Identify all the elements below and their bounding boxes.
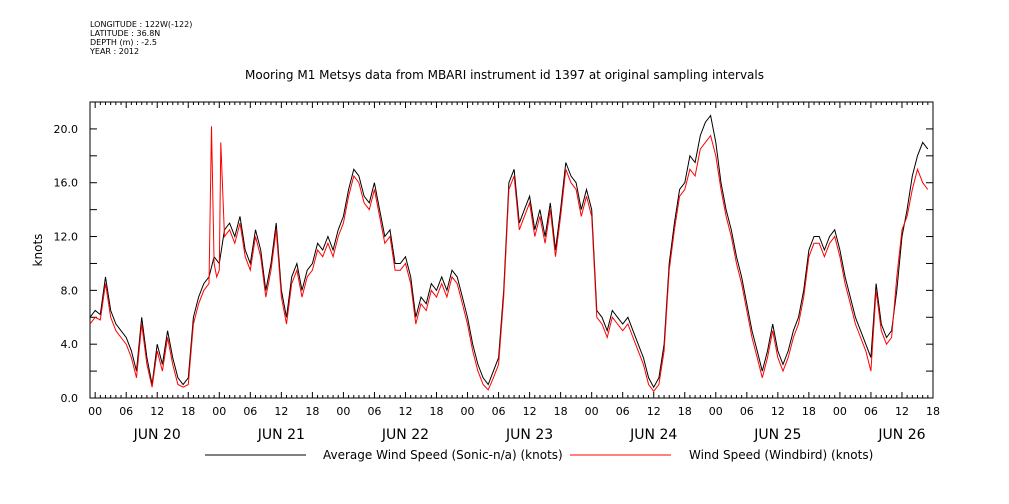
x-day-label: JUN 23 [505, 427, 553, 443]
x-tick-label: 18 [926, 405, 940, 418]
x-tick-label: 18 [430, 405, 444, 418]
year-label: YEAR : 2012 [90, 47, 140, 56]
series-line-average-wind-speed [89, 114, 929, 389]
x-tick-label: 18 [678, 405, 692, 418]
x-tick-label: 18 [305, 405, 319, 418]
y-tick-label: 12.0 [54, 231, 79, 244]
x-day-label: JUN 22 [381, 427, 429, 443]
longitude-label: LONGITUDE : 122W(-122) [90, 20, 193, 29]
plot-frame [89, 101, 934, 399]
x-tick-label: 06 [740, 405, 754, 418]
x-tick-label: 00 [585, 405, 599, 418]
x-tick-label: 12 [523, 405, 537, 418]
x-day-label: JUN 21 [257, 427, 305, 443]
y-tick-label: 4.0 [61, 338, 79, 351]
x-day-label: JUN 26 [877, 427, 925, 443]
legend-label-average: Average Wind Speed (Sonic-n/a) (knots) [323, 448, 563, 462]
x-tick-label: 18 [181, 405, 195, 418]
x-tick-label: 06 [864, 405, 878, 418]
legend: Average Wind Speed (Sonic-n/a) (knots) Wi… [205, 448, 873, 462]
x-tick-label: 12 [274, 405, 288, 418]
y-tick-label: 8.0 [61, 284, 79, 297]
x-tick-label: 18 [802, 405, 816, 418]
series-line-windbird-wind-speed [89, 126, 929, 393]
x-tick-label: 12 [150, 405, 164, 418]
x-day-label: JUN 24 [629, 427, 677, 443]
x-tick-label: 12 [895, 405, 909, 418]
x-tick-label: 12 [398, 405, 412, 418]
x-tick-label: 00 [461, 405, 475, 418]
x-tick-label: 06 [243, 405, 257, 418]
x-tick-label: 00 [336, 405, 350, 418]
x-tick-label: 00 [88, 405, 102, 418]
depth-label: DEPTH (m) : -2.5 [90, 38, 157, 47]
chart-title: Mooring M1 Metsys data from MBARI instru… [245, 68, 764, 82]
axes: 00 06 12 18 00 06 12 18 00 06 12 18 00 06 12 18 00 06 12 18… [31, 101, 940, 443]
y-axis-label: knots [31, 234, 45, 267]
series-layer [89, 114, 929, 393]
x-tick-label: 06 [119, 405, 133, 418]
y-tick-label: 20.0 [54, 123, 79, 136]
x-day-label: JUN 25 [753, 427, 801, 443]
x-tick-label: 06 [492, 405, 506, 418]
y-tick-label: 16.0 [54, 177, 79, 190]
x-tick-label: 06 [367, 405, 381, 418]
x-tick-label: 00 [212, 405, 226, 418]
x-tick-label: 00 [709, 405, 723, 418]
legend-label-windbird: Wind Speed (Windbird) (knots) [689, 448, 873, 462]
x-tick-label: 06 [616, 405, 630, 418]
latitude-label: LATITUDE : 36.8N [90, 29, 161, 38]
metadata-block: LONGITUDE : 122W(-122) LATITUDE : 36.8N … [90, 20, 192, 56]
x-tick-label: 00 [833, 405, 847, 418]
x-tick-label: 12 [771, 405, 785, 418]
x-day-label: JUN 20 [133, 427, 181, 443]
x-tick-label: 18 [554, 405, 568, 418]
x-tick-label: 12 [647, 405, 661, 418]
y-tick-label: 0.0 [61, 392, 79, 405]
